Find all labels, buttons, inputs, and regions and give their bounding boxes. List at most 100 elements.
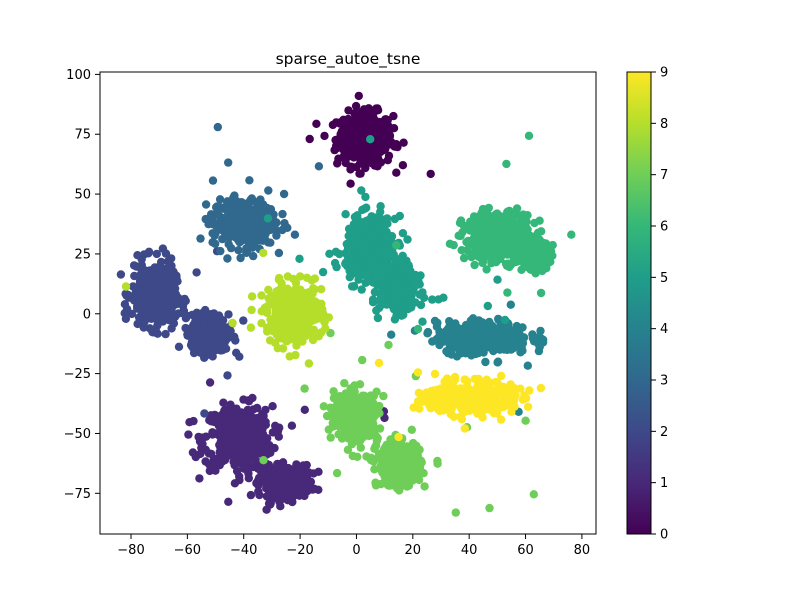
scatter-point [224,310,233,319]
scatter-point [372,387,381,396]
scatter-point-outlier [398,229,408,238]
scatter-point-outlier [445,239,455,248]
scatter-point [516,336,525,345]
scatter-point [538,266,547,276]
scatter-point [226,400,235,409]
scatter-point [264,186,273,195]
scatter-point-outlier [318,267,328,277]
scatter-point [358,137,367,146]
scatter-point [353,433,363,442]
scatter-point [340,150,349,159]
scatter-point [386,139,395,148]
scatter-point [245,176,254,185]
scatter-point-outlier [358,355,367,365]
scatter-point [328,422,338,431]
scatter-point [423,329,432,338]
scatter-point [360,204,369,214]
scatter-point [544,245,553,254]
scatter-point [376,207,385,216]
scatter-point-outlier [249,251,258,261]
scatter-point-outlier [213,122,222,132]
scatter-point-outlier [536,288,546,298]
scatter-point [350,387,359,396]
scatter-point [409,279,419,288]
scatter-point-outlier [192,268,201,277]
scatter-point [533,228,543,237]
scatter-point [513,248,522,257]
scatter-point-outlier [243,456,252,466]
scatter-point [435,340,444,350]
scatter-point [237,221,246,230]
scatter-point [350,381,359,390]
scatter-point [208,229,217,238]
scatter-point [446,346,455,355]
scatter-point [169,285,178,294]
scatter-point-outlier [332,468,342,478]
scatter-point [210,340,219,350]
scatter-point [403,235,412,244]
scatter-point-outlier [428,295,437,304]
scatter-point [478,244,487,254]
scatter-point [399,138,408,147]
scatter-point [484,235,493,244]
scatter-point [343,244,353,253]
scatter-point-outlier [442,326,451,335]
scatter-point [250,455,259,465]
scatter-point-outlier [523,361,532,370]
scatter-point [226,243,236,253]
scatter-point [265,441,274,450]
scatter-point [212,202,222,211]
scatter-point [522,240,532,249]
scatter-point [482,265,491,274]
scatter-point [266,222,275,231]
scatter-point [343,445,353,454]
scatter-point [251,425,260,434]
scatter-point [158,244,168,253]
scatter-point [290,230,300,239]
scatter-point-outlier [129,261,139,270]
scatter-point [235,413,244,422]
scatter-point [296,464,305,474]
scatter-point [390,214,399,224]
scatter-point [408,476,417,485]
scatter-point [246,490,256,500]
scatter-point-outlier [67,316,75,324]
scatter-point-outlier [524,131,534,140]
scatter-point [223,254,232,263]
scatter-point [149,313,158,323]
scatter-point [259,230,269,239]
scatter-point [372,306,381,315]
scatter-point [200,320,209,329]
scatter-point [196,234,205,243]
scatter-point-outlier [567,230,576,239]
scatter-point [530,236,539,245]
scatter-point [236,253,245,263]
scatter-point [328,120,338,130]
scatter-point [242,244,251,253]
scatter-point [501,242,510,251]
scatter-point [208,238,217,247]
scatter-point [273,479,283,489]
scatter-point [354,91,363,101]
scatter-point [252,232,261,241]
scatter-point [335,392,344,401]
scatter-point-outlier [471,345,481,354]
scatter-point [204,220,213,229]
scatter-point [271,421,280,430]
scatter-point [222,228,231,237]
scatter-point-outlier [512,204,522,213]
scatter-point [198,347,207,357]
scatter-point [261,405,270,415]
scatter-point [274,248,284,258]
scatter-point [380,243,389,252]
scatter-point [251,416,260,426]
scatter-point [164,290,173,300]
scatter-point [205,314,215,324]
scatter-point [493,229,503,239]
scatter-point [361,192,370,202]
scatter-point [256,195,265,204]
scatter-point [283,470,292,479]
scatter-point [319,402,328,411]
scatter-point [354,275,363,284]
